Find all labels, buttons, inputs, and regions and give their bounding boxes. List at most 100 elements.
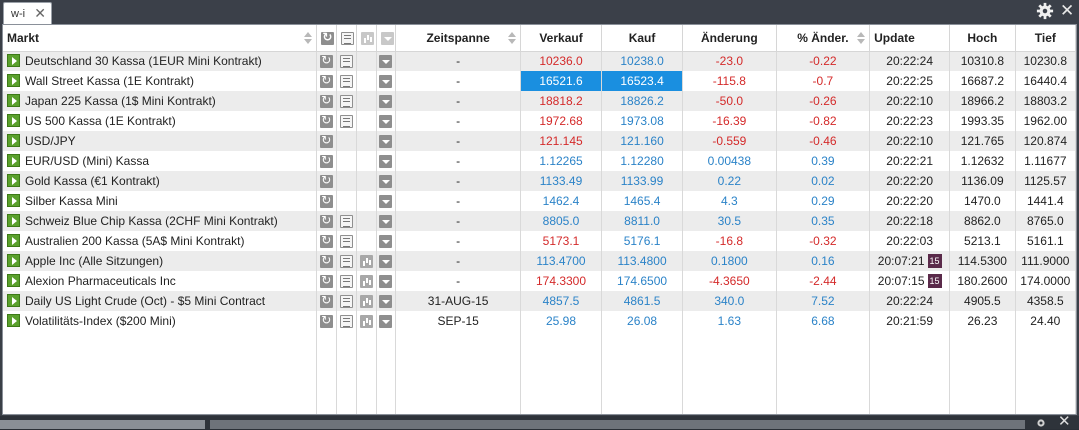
kauf-cell[interactable]: 1973.08 — [601, 111, 684, 131]
verkauf-cell[interactable]: 174.3300 — [520, 271, 603, 291]
news-cell[interactable] — [336, 91, 357, 111]
news-icon[interactable] — [339, 315, 353, 329]
verkauf-cell[interactable]: 8805.0 — [520, 211, 603, 231]
play-icon[interactable] — [7, 94, 20, 107]
news-icon[interactable] — [339, 95, 353, 109]
refresh-icon[interactable] — [320, 73, 334, 89]
refresh-icon[interactable] — [320, 193, 334, 209]
refresh-cell[interactable] — [316, 71, 338, 91]
news-cell[interactable] — [336, 211, 357, 231]
col-header-zeitspanne[interactable]: Zeitspanne — [395, 25, 521, 52]
refresh-icon[interactable] — [320, 113, 334, 129]
menu-cell[interactable] — [376, 171, 397, 191]
verkauf-cell[interactable]: 1.12265 — [520, 151, 603, 171]
news-icon[interactable] — [339, 255, 353, 269]
table-row[interactable]: Volatilitäts-Index ($200 Mini) SEP-1525.9… — [3, 311, 1076, 331]
window-close-icon[interactable]: ✕ — [1060, 1, 1075, 20]
verkauf-cell[interactable]: 1133.49 — [520, 171, 603, 191]
play-icon[interactable] — [7, 174, 20, 187]
kauf-cell[interactable]: 113.4800 — [601, 251, 684, 271]
tab-watchlist[interactable]: w-i ✕ — [3, 2, 52, 25]
col-header-tief[interactable]: Tief — [1015, 25, 1076, 52]
market-name-cell[interactable]: Apple Inc (Alle Sitzungen) — [3, 251, 318, 271]
dropdown-icon[interactable] — [379, 175, 393, 189]
refresh-icon[interactable] — [320, 273, 334, 289]
col-header-hoch[interactable]: Hoch — [949, 25, 1016, 52]
refresh-icon[interactable] — [320, 233, 334, 249]
menu-cell[interactable] — [376, 291, 397, 311]
refresh-icon[interactable] — [320, 153, 334, 169]
refresh-icon[interactable] — [320, 213, 334, 229]
menu-cell[interactable] — [376, 51, 397, 71]
refresh-icon[interactable] — [320, 53, 334, 69]
play-icon[interactable] — [7, 314, 20, 327]
table-row[interactable]: Schweiz Blue Chip Kassa (2CHF Mini Kontr… — [3, 211, 1076, 231]
verkauf-cell[interactable]: 25.98 — [520, 311, 603, 331]
refresh-icon[interactable] — [320, 173, 334, 189]
chart-icon[interactable] — [359, 315, 373, 329]
kauf-cell[interactable]: 1133.99 — [601, 171, 684, 191]
verkauf-cell[interactable]: 1462.4 — [520, 191, 603, 211]
dropdown-icon[interactable] — [379, 255, 393, 269]
news-cell[interactable] — [336, 71, 357, 91]
play-icon[interactable] — [7, 214, 20, 227]
menu-cell[interactable] — [376, 271, 397, 291]
play-icon[interactable] — [7, 54, 20, 68]
kauf-cell[interactable]: 4861.5 — [601, 291, 684, 311]
dropdown-icon[interactable] — [379, 115, 393, 129]
table-row[interactable]: Daily US Light Crude (Oct) - $5 Mini Con… — [3, 291, 1076, 311]
tab-close-icon[interactable]: ✕ — [34, 5, 46, 21]
menu-cell[interactable] — [376, 131, 397, 151]
col-header-aenderung[interactable]: Änderung — [682, 25, 777, 52]
dropdown-icon[interactable] — [379, 275, 393, 289]
verkauf-cell[interactable]: 1972.68 — [520, 111, 603, 131]
refresh-cell[interactable] — [316, 91, 338, 111]
market-name-cell[interactable]: Volatilitäts-Index ($200 Mini) — [3, 311, 318, 331]
market-name-cell[interactable]: USD/JPY — [3, 131, 318, 151]
play-icon[interactable] — [7, 254, 20, 267]
menu-cell[interactable] — [376, 71, 397, 91]
news-cell[interactable] — [336, 231, 357, 251]
kauf-cell[interactable]: 174.6500 — [601, 271, 684, 291]
refresh-cell[interactable] — [316, 191, 338, 211]
kauf-cell[interactable]: 10238.0 — [601, 51, 684, 71]
chart-icon[interactable] — [359, 255, 373, 269]
refresh-icon[interactable] — [320, 93, 334, 109]
refresh-cell[interactable] — [316, 211, 338, 231]
verkauf-cell[interactable]: 16521.6 — [520, 71, 603, 91]
news-icon[interactable] — [339, 75, 353, 89]
col-header-update[interactable]: Update — [869, 25, 951, 52]
news-cell[interactable] — [336, 311, 357, 331]
sort-icon[interactable] — [304, 32, 313, 44]
kauf-cell[interactable]: 1.12280 — [601, 151, 684, 171]
refresh-cell[interactable] — [316, 251, 338, 271]
play-icon[interactable] — [7, 114, 20, 127]
market-name-cell[interactable]: Silber Kassa Mini — [3, 191, 318, 211]
col-header-verkauf[interactable]: Verkauf — [520, 25, 603, 52]
dropdown-icon[interactable] — [379, 55, 393, 69]
table-row[interactable]: Wall Street Kassa (1E Kontrakt)-16521.61… — [3, 71, 1076, 91]
verkauf-cell[interactable]: 4857.5 — [520, 291, 603, 311]
dropdown-icon[interactable] — [379, 295, 393, 309]
menu-cell[interactable] — [376, 191, 397, 211]
dropdown-icon[interactable] — [379, 135, 393, 149]
dropdown-icon[interactable] — [379, 75, 393, 89]
dropdown-icon[interactable] — [379, 155, 393, 169]
chart-icon[interactable] — [359, 295, 373, 309]
refresh-cell[interactable] — [316, 111, 338, 131]
refresh-cell[interactable] — [316, 231, 338, 251]
play-icon[interactable] — [7, 134, 20, 147]
refresh-cell[interactable] — [316, 291, 338, 311]
refresh-icon[interactable] — [320, 253, 334, 269]
col-header-kauf[interactable]: Kauf — [601, 25, 684, 52]
dropdown-icon[interactable] — [379, 95, 393, 109]
chart-icon[interactable] — [359, 275, 373, 289]
kauf-cell[interactable]: 18826.2 — [601, 91, 684, 111]
table-row[interactable]: Deutschland 30 Kassa (1EUR Mini Kontrakt… — [3, 51, 1076, 71]
play-icon[interactable] — [7, 194, 20, 207]
verkauf-cell[interactable]: 121.145 — [520, 131, 603, 151]
refresh-cell[interactable] — [316, 51, 338, 71]
market-name-cell[interactable]: Schweiz Blue Chip Kassa (2CHF Mini Kontr… — [3, 211, 318, 231]
menu-cell[interactable] — [376, 111, 397, 131]
